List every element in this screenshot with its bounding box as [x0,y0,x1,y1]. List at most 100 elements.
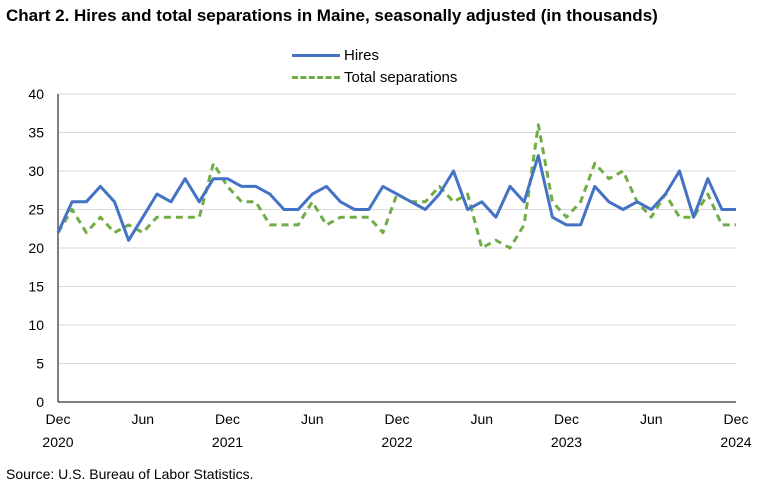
data-point-total-separations [71,208,74,211]
data-point-total-separations [494,239,497,242]
x-tick-label-month: Dec [554,411,579,427]
y-tick-label: 20 [28,240,44,256]
data-point-hires [593,185,596,188]
data-point-total-separations [254,200,257,203]
data-point-hires [85,200,88,203]
data-point-hires [212,177,215,180]
data-point-total-separations [339,216,342,219]
data-point-hires [480,200,483,203]
data-point-hires [720,208,723,211]
data-point-hires [494,216,497,219]
series-line-total-separations [56,123,736,250]
data-point-hires [71,200,74,203]
data-point-total-separations [325,223,328,226]
legend-item-hires: Hires [292,44,457,66]
data-point-total-separations [198,216,201,219]
data-point-total-separations [141,231,144,234]
legend-label-total-separations: Total separations [344,68,458,86]
data-point-hires [226,177,229,180]
data-point-total-separations [438,185,441,188]
data-point-total-separations [706,193,709,196]
data-point-total-separations [551,200,554,203]
data-point-hires [678,170,681,173]
data-point-total-separations [212,162,215,165]
data-point-hires [523,200,526,203]
y-tick-label: 0 [36,394,44,410]
data-point-total-separations [452,200,455,203]
data-point-total-separations [99,216,102,219]
data-point-hires [254,185,257,188]
data-point-hires [170,200,173,203]
x-tick-label-year: 2021 [212,434,243,450]
data-point-hires [579,223,582,226]
data-point-hires [367,208,370,211]
y-tick-label: 35 [28,125,44,141]
x-tick-label-month: Jun [301,411,324,427]
data-point-hires [735,208,738,211]
x-tick-label-month: Dec [385,411,410,427]
data-point-hires [339,200,342,203]
data-point-total-separations [155,216,158,219]
data-point-total-separations [410,200,413,203]
data-point-hires [650,208,653,211]
y-tick-label: 30 [28,163,44,179]
data-point-total-separations [664,193,667,196]
y-tick-label: 40 [28,86,44,102]
data-point-hires [155,193,158,196]
data-point-total-separations [720,223,723,226]
data-point-total-separations [480,247,483,250]
data-point-hires [537,154,540,157]
data-point-total-separations [593,162,596,165]
data-point-hires [240,185,243,188]
x-tick-label-year: 2020 [42,434,73,450]
x-tick-label-year: 2024 [720,434,751,450]
chart-legend: Hires Total separations [292,44,457,88]
data-point-total-separations [57,231,60,234]
data-point-total-separations [523,223,526,226]
data-point-hires [607,200,610,203]
legend-label-hires: Hires [344,46,380,64]
data-point-total-separations [735,223,738,226]
data-point-total-separations [85,231,88,234]
data-point-total-separations [170,216,173,219]
data-point-total-separations [692,216,695,219]
data-point-total-separations [579,200,582,203]
data-point-total-separations [565,216,568,219]
data-point-hires [706,177,709,180]
data-point-hires [353,208,356,211]
data-point-hires [311,193,314,196]
x-tick-label-month: Dec [724,411,749,427]
data-point-hires [283,208,286,211]
data-point-total-separations [509,247,512,250]
legend-item-total-separations: Total separations [292,66,457,88]
data-point-total-separations [283,223,286,226]
data-point-hires [113,200,116,203]
x-tick-label-month: Dec [215,411,240,427]
data-point-total-separations [268,223,271,226]
data-point-total-separations [381,231,384,234]
data-point-total-separations [650,216,653,219]
data-point-hires [438,193,441,196]
data-point-total-separations [297,223,300,226]
data-point-total-separations [184,216,187,219]
data-point-hires [325,185,328,188]
x-tick-label-year: 2022 [381,434,412,450]
data-point-hires [551,216,554,219]
data-point-total-separations [353,216,356,219]
x-tick-label-year: 2023 [551,434,582,450]
y-tick-label: 5 [36,356,44,372]
data-point-total-separations [367,216,370,219]
data-point-hires [99,185,102,188]
chart-title: Chart 2. Hires and total separations in … [6,6,658,25]
data-point-hires [565,223,568,226]
data-point-total-separations [240,200,243,203]
data-point-hires [622,208,625,211]
y-tick-label: 25 [28,202,44,218]
data-point-total-separations [636,200,639,203]
legend-swatch-hires [292,53,340,57]
source-note: Source: U.S. Bureau of Labor Statistics. [6,466,254,482]
data-point-hires [509,185,512,188]
data-point-total-separations [678,216,681,219]
x-tick-label-month: Jun [640,411,663,427]
